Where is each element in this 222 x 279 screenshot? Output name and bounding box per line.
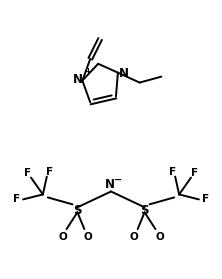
Text: N: N: [72, 73, 82, 86]
Text: F: F: [191, 168, 198, 178]
Text: N: N: [119, 67, 129, 80]
Text: O: O: [58, 232, 67, 242]
Text: S: S: [140, 204, 149, 217]
Text: O: O: [84, 232, 93, 242]
Text: −: −: [114, 175, 122, 185]
Text: N: N: [105, 178, 115, 191]
Text: F: F: [46, 167, 53, 177]
Text: F: F: [13, 194, 20, 205]
Text: O: O: [129, 232, 138, 242]
Text: F: F: [24, 168, 31, 178]
Text: F: F: [169, 167, 176, 177]
Text: O: O: [155, 232, 164, 242]
Text: S: S: [73, 204, 82, 217]
Text: +: +: [84, 67, 91, 76]
Text: F: F: [202, 194, 209, 205]
